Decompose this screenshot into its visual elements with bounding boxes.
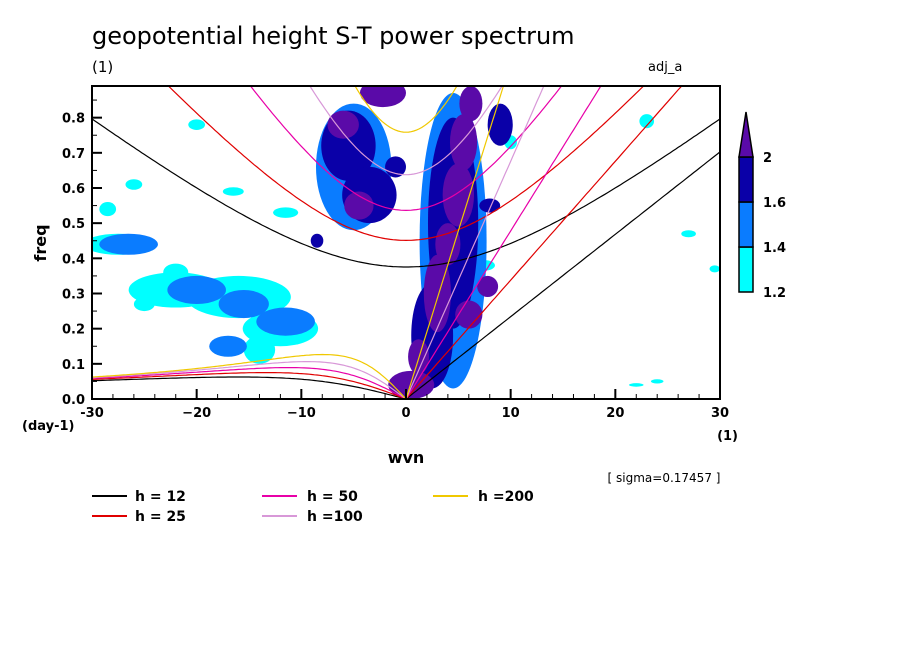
y-axis-title: freq (31, 224, 50, 261)
power-region-2 (435, 223, 461, 266)
power-region-1_2 (188, 119, 206, 130)
kelvin-curve-h100 (405, 86, 545, 399)
y-axis: 0.0 0.1 0.2 0.3 0.4 0.5 0.6 0.7 0.8 (62, 99, 102, 408)
inertia-gravity-curve-h200 (354, 86, 458, 133)
colorbar: 1.2 1.4 1.6 2 (738, 111, 786, 301)
rossby-curve-h200 (92, 353, 407, 399)
power-region-1_2 (628, 383, 644, 387)
inertia-gravity-curve-h12 (92, 118, 720, 268)
y-tick-label: 0.3 (62, 287, 85, 302)
plot-frame (91, 85, 721, 400)
colorbar-label: 1.2 (763, 286, 786, 301)
power-region-1_2 (125, 179, 143, 190)
x-tick-label: 20 (606, 406, 624, 421)
colorbar-segment (738, 201, 754, 248)
legend-item-h25: h = 25 (92, 509, 186, 525)
y-tick-label: 0.5 (62, 217, 85, 232)
colorbar-segment (738, 156, 754, 203)
power-region-2 (327, 110, 359, 139)
kelvin-curve-h25 (405, 86, 683, 399)
kelvin-curve-h12 (405, 151, 720, 399)
power-region-2 (344, 191, 374, 220)
kelvin-curve-h200 (405, 86, 505, 399)
power-region-1_2 (639, 114, 655, 129)
legend-label: h = 25 (135, 509, 186, 525)
y-tick-label: 0.7 (62, 147, 85, 162)
legend-label: h =100 (307, 509, 363, 525)
power-region-1_2 (709, 265, 720, 273)
power-region-2 (359, 86, 406, 108)
kelvin-curve-h50 (405, 86, 602, 399)
colorbar-label: 1.6 (763, 196, 786, 211)
power-region-2 (459, 86, 483, 122)
colorbar-extend-arrow (738, 111, 754, 158)
legend-label: h = 12 (135, 489, 186, 505)
x-tick-label: -30 (80, 406, 104, 421)
chart-subtitle-experiment: adj_a (648, 60, 683, 75)
power-region-1_2 (133, 297, 155, 312)
rossby-curve-h50 (92, 367, 407, 399)
colorbar-label: 1.4 (763, 241, 786, 256)
power-region-2 (477, 275, 499, 298)
inertia-gravity-curve-h25 (167, 86, 645, 242)
x-tick-label: 30 (711, 406, 729, 421)
power-region-2 (455, 300, 483, 329)
power-region-1_6 (487, 103, 513, 146)
y-tick-label: 0.2 (62, 323, 85, 338)
rossby-curve-h25 (92, 372, 407, 399)
y-tick-label: 0.4 (62, 252, 85, 267)
legend-label: h =200 (478, 489, 534, 505)
rossby-curve-h100 (92, 361, 407, 399)
power-contours (92, 86, 720, 399)
x-axis: -30 −20 −10 0 10 20 30 (80, 389, 729, 421)
power-region-1_4 (256, 307, 315, 336)
power-region-2 (449, 114, 478, 171)
inertia-gravity-curve-h50 (249, 86, 563, 212)
legend: h = 12 h = 50 h =200 h = 25 h =100 (92, 489, 534, 525)
dispersion-curves (92, 86, 720, 399)
power-region-1_2 (163, 263, 189, 282)
y-tick-label: 0.1 (62, 358, 85, 373)
power-region-1_2 (243, 335, 276, 364)
legend-item-h50: h = 50 (262, 489, 358, 505)
y-axis-unit: (day-1) (22, 419, 74, 434)
power-region-1_6 (479, 198, 501, 213)
sigma-annotation: [ sigma=0.17457 ] (608, 471, 721, 485)
legend-item-h12: h = 12 (92, 489, 186, 505)
x-tick-label: −20 (182, 406, 211, 421)
y-tick-label: 0.8 (62, 112, 85, 127)
power-region-1_2 (99, 202, 117, 217)
y-tick-label: 0.6 (62, 182, 85, 197)
power-region-1_4 (218, 289, 269, 319)
legend-label: h = 50 (307, 489, 358, 505)
power-region-1_6 (310, 233, 324, 248)
power-region-1_2 (273, 207, 299, 218)
power-region-1_4 (209, 335, 247, 357)
power-region-1_4 (167, 275, 226, 305)
rossby-curve-h12 (92, 376, 407, 399)
x-tick-label: −10 (287, 406, 316, 421)
legend-item-h200: h =200 (433, 489, 534, 505)
x-tick-label: 0 (401, 406, 410, 421)
power-region-1_2 (650, 379, 664, 384)
chart-title: geopotential height S-T power spectrum (92, 22, 575, 50)
x-axis-title: wvn (388, 448, 425, 467)
x-tick-label: 10 (502, 406, 520, 421)
power-region-1_2 (681, 230, 696, 238)
power-region-2 (442, 163, 475, 227)
colorbar-segment (738, 246, 754, 293)
y-tick-label: 0.0 (62, 393, 85, 408)
power-region-1_4 (99, 233, 158, 255)
legend-item-h100: h =100 (262, 509, 363, 525)
colorbar-label: 2 (763, 151, 772, 166)
power-region-1_2 (222, 187, 244, 196)
inertia-gravity-curve-h100 (309, 86, 503, 176)
x-axis-unit: (1) (717, 429, 738, 444)
chart-subtitle-unit: (1) (92, 58, 114, 76)
